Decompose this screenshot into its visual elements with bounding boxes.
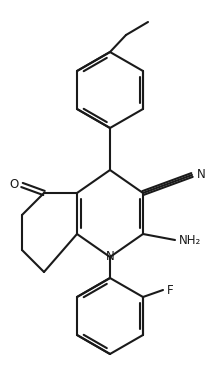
Text: F: F (167, 284, 174, 296)
Text: NH₂: NH₂ (179, 234, 201, 246)
Text: N: N (106, 251, 114, 263)
Text: N: N (197, 168, 206, 182)
Text: O: O (10, 178, 19, 192)
